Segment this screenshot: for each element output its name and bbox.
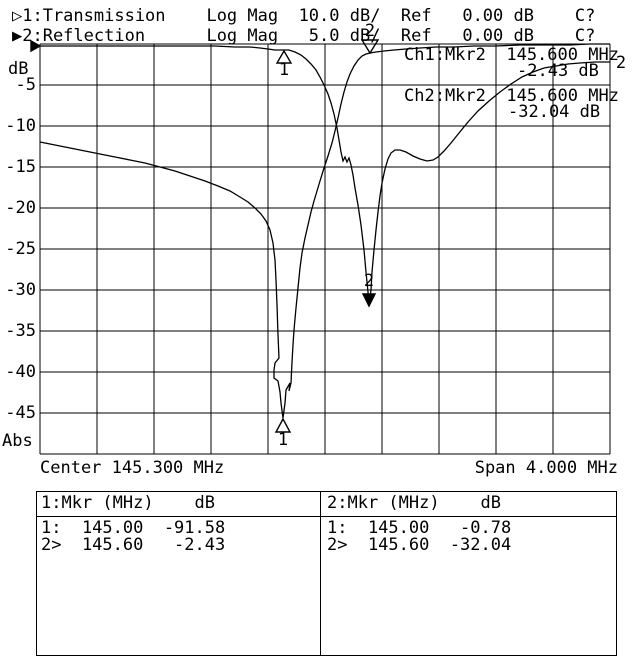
marker-table-ch2-row1: 1: 145.00 -0.78 — [327, 518, 512, 538]
ch2-marker1-label: 1 — [279, 60, 289, 80]
span-label: Span 4.000 MHz — [474, 458, 618, 478]
y-axis-abs-label: Abs — [2, 431, 33, 451]
readout-ch1-marker2-value: -2.43 dB — [517, 61, 599, 81]
marker-table-divider — [320, 491, 321, 655]
center-frequency-label: Center 145.300 MHz — [40, 458, 225, 478]
y-axis-tick-label: -45 — [5, 403, 36, 423]
marker-table-ch2-header: 2:Mkr (MHz) dB — [327, 493, 501, 513]
y-axis-tick-label: -40 — [5, 362, 36, 382]
marker-table-ch1-row1: 1: 145.00 -91.58 — [41, 518, 226, 538]
y-axis-tick-label: -35 — [5, 321, 36, 341]
marker-table-header-underline — [36, 516, 616, 517]
ch1-marker1-icon — [274, 417, 292, 433]
y-axis-tick-label: -25 — [5, 239, 36, 259]
ch2-marker1-icon — [275, 49, 293, 64]
trace-ch2-reflection — [40, 45, 610, 306]
y-axis-tick-label: -5 — [15, 75, 36, 95]
header-channel1-line: ▷1:Transmission Log Mag 10.0 dB/ Ref 0.0… — [12, 6, 596, 26]
header-channel2-line: ▶2:Reflection Log Mag 5.0 dB/ Ref 0.00 d… — [12, 26, 596, 46]
marker-table-ch1-header: 1:Mkr (MHz) dB — [41, 493, 215, 513]
y-axis-tick-label: -15 — [5, 157, 36, 177]
y-axis-tick-label: -30 — [5, 280, 36, 300]
y-axis-tick-label: -20 — [5, 198, 36, 218]
readout-ch2-marker2-value: -32.04 dB — [508, 102, 601, 122]
ch2-marker2-icon — [361, 293, 377, 308]
marker-table-border — [36, 491, 617, 656]
ch1-marker1-label: 1 — [278, 430, 288, 450]
marker-table-ch1-row2: 2> 145.60 -2.43 — [41, 535, 226, 555]
y-axis-tick-label: -10 — [5, 116, 36, 136]
y-axis-unit-label: dB — [8, 59, 29, 79]
marker-table-ch2-row2: 2> 145.60 -32.04 — [327, 535, 512, 555]
ch2-marker2-label: 2 — [364, 271, 374, 291]
